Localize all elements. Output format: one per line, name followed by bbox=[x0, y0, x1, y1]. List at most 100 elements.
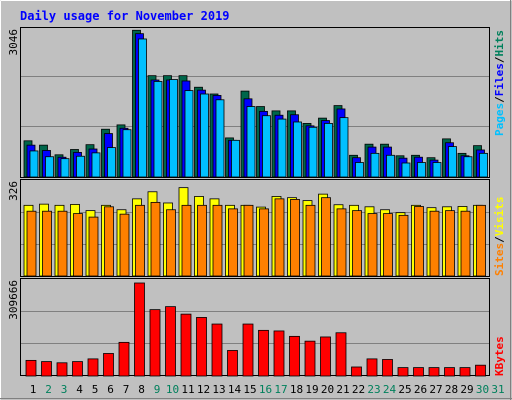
legend-sep-1: / bbox=[493, 96, 506, 103]
x-tick-label-11: 11 bbox=[181, 383, 194, 396]
bar-sites-23 bbox=[367, 213, 378, 277]
bar-kbytes-20 bbox=[320, 336, 331, 377]
bar-sites-4 bbox=[73, 213, 83, 277]
bar-kbytes-25 bbox=[397, 367, 409, 377]
bar-sites-20 bbox=[321, 197, 331, 277]
y-max-kbytes: 309666 bbox=[7, 280, 20, 320]
bar-kbytes-18 bbox=[289, 335, 300, 377]
x-tick-label-7: 7 bbox=[123, 383, 130, 396]
x-tick-label-30: 30 bbox=[476, 383, 489, 396]
bar-kbytes-16 bbox=[258, 329, 269, 377]
grid-visits bbox=[21, 212, 489, 245]
bar-pages-3 bbox=[60, 158, 70, 178]
x-tick-label-25: 25 bbox=[398, 383, 411, 396]
bars-hits bbox=[23, 29, 488, 178]
bar-pages-19 bbox=[308, 126, 318, 178]
bar-pages-11 bbox=[184, 90, 194, 178]
x-tick-label-23: 23 bbox=[367, 383, 380, 396]
y-max-hits: 3046 bbox=[7, 29, 20, 56]
bar-pages-5 bbox=[91, 152, 101, 178]
bar-kbytes-2 bbox=[41, 361, 52, 377]
x-tick-label-22: 22 bbox=[352, 383, 365, 396]
x-tick-label-9: 9 bbox=[154, 383, 161, 396]
bar-kbytes-23 bbox=[366, 358, 378, 377]
bar-pages-23 bbox=[370, 152, 380, 178]
bar-sites-13 bbox=[212, 204, 223, 277]
x-tick-label-4: 4 bbox=[76, 383, 83, 396]
x-tick-label-24: 24 bbox=[383, 383, 397, 396]
x-tick-label-28: 28 bbox=[445, 383, 458, 396]
x-tick-label-14: 14 bbox=[228, 383, 242, 396]
bar-kbytes-15 bbox=[242, 323, 254, 377]
x-tick-label-6: 6 bbox=[107, 383, 114, 396]
bar-pages-1 bbox=[29, 150, 39, 178]
legend-files: Files bbox=[493, 63, 506, 96]
bar-pages-4 bbox=[76, 155, 85, 178]
bar-pages-28 bbox=[448, 146, 457, 178]
legend-pages: Pages bbox=[493, 103, 506, 136]
bar-sites-14 bbox=[228, 208, 238, 277]
grid-kbytes bbox=[21, 311, 489, 344]
bar-sites-27 bbox=[429, 210, 440, 277]
x-tick-label-15: 15 bbox=[243, 383, 256, 396]
legend-visits: Visits bbox=[493, 197, 506, 237]
bar-pages-22 bbox=[355, 162, 364, 178]
bar-pages-25 bbox=[401, 162, 411, 178]
legend-sites: Sites bbox=[493, 243, 506, 276]
legend-sep-2: / bbox=[493, 56, 506, 63]
bar-sites-15 bbox=[243, 204, 254, 277]
x-tick-label-2: 2 bbox=[45, 383, 52, 396]
bar-pages-14 bbox=[231, 139, 240, 178]
x-tick-label-27: 27 bbox=[429, 383, 442, 396]
bar-kbytes-7 bbox=[118, 341, 130, 377]
legend-hits: Hits bbox=[493, 30, 506, 57]
bar-kbytes-9 bbox=[149, 309, 161, 377]
bar-kbytes-13 bbox=[211, 323, 223, 377]
bar-pages-10 bbox=[169, 79, 178, 178]
bar-kbytes-6 bbox=[103, 353, 114, 377]
legend-kbytes-panel: KBytes bbox=[493, 336, 506, 376]
bar-sites-16 bbox=[259, 208, 269, 277]
x-tick-label-20: 20 bbox=[321, 383, 334, 396]
x-tick-label-13: 13 bbox=[212, 383, 225, 396]
bar-pages-17 bbox=[277, 118, 287, 178]
bar-sites-5 bbox=[88, 216, 99, 277]
bar-sites-11 bbox=[181, 204, 192, 277]
bar-pages-27 bbox=[432, 162, 442, 178]
bar-sites-10 bbox=[166, 209, 176, 277]
bar-kbytes-11 bbox=[180, 313, 192, 377]
bar-pages-12 bbox=[200, 93, 209, 178]
bar-kbytes-27 bbox=[428, 367, 440, 377]
bar-sites-6 bbox=[104, 206, 114, 277]
bar-pages-7 bbox=[122, 129, 132, 178]
bar-pages-20 bbox=[324, 123, 333, 178]
legend-sep-3: / bbox=[493, 236, 506, 243]
bar-pages-9 bbox=[153, 81, 163, 178]
bar-sites-19 bbox=[305, 204, 316, 277]
bar-kbytes-4 bbox=[72, 361, 83, 377]
bar-pages-21 bbox=[339, 117, 349, 178]
bar-kbytes-1 bbox=[25, 359, 37, 377]
bar-sites-22 bbox=[352, 210, 362, 277]
x-tick-label-29: 29 bbox=[460, 383, 473, 396]
bars-visits bbox=[23, 187, 486, 277]
y-max-visits: 326 bbox=[7, 181, 20, 201]
bar-kbytes-5 bbox=[87, 358, 99, 377]
bar-pages-18 bbox=[293, 121, 302, 178]
x-tick-label-16: 16 bbox=[259, 383, 272, 396]
bar-kbytes-24 bbox=[382, 359, 393, 377]
x-tick-label-5: 5 bbox=[92, 383, 99, 396]
bar-kbytes-8 bbox=[134, 282, 145, 377]
x-tick-label-21: 21 bbox=[336, 383, 349, 396]
bar-kbytes-10 bbox=[165, 306, 176, 377]
bar-kbytes-29 bbox=[459, 367, 471, 377]
bar-kbytes-22 bbox=[351, 366, 362, 377]
bar-pages-6 bbox=[107, 147, 116, 178]
bar-kbytes-30 bbox=[475, 364, 486, 377]
x-tick-label-3: 3 bbox=[61, 383, 68, 396]
bar-kbytes-19 bbox=[304, 340, 316, 377]
bar-pages-15 bbox=[246, 106, 256, 178]
bar-sites-18 bbox=[290, 199, 300, 277]
x-tick-label-26: 26 bbox=[414, 383, 427, 396]
